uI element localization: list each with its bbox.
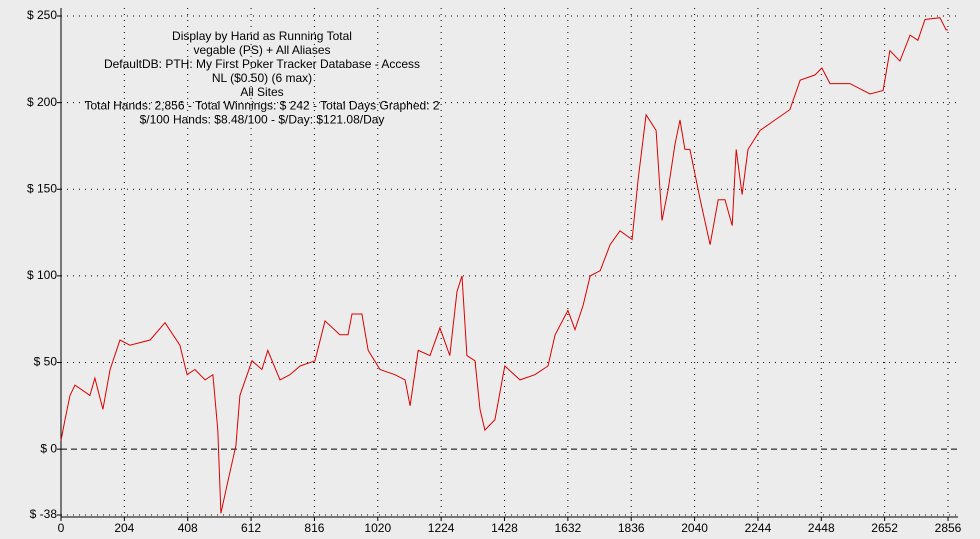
- annotation: DefaultDB: PTH: My First Poker Tracker D…: [104, 57, 420, 71]
- x-tick-label: 1632: [555, 521, 582, 535]
- y-tick-label: $ 50: [34, 355, 58, 369]
- y-tick-label: $ 200: [27, 95, 57, 109]
- x-tick-label: 1224: [428, 521, 455, 535]
- x-tick-label: 2040: [681, 521, 708, 535]
- x-tick-label: 1020: [364, 521, 391, 535]
- x-tick-label: 612: [241, 521, 261, 535]
- annotation: NL ($0.50) (6 max): [212, 71, 312, 85]
- x-tick-label: 0: [58, 521, 65, 535]
- y-tick-label: $ 0: [40, 441, 57, 455]
- annotation: $/100 Hands: $8.48/100 - $/Day: $121.08/…: [140, 113, 385, 127]
- y-tick-label: $ 100: [27, 268, 57, 282]
- y-tick-label: $ 150: [27, 181, 57, 195]
- annotation: All Sites: [240, 85, 283, 99]
- x-tick-label: 2652: [871, 521, 898, 535]
- x-tick-label: 204: [114, 521, 134, 535]
- x-tick-label: 2856: [935, 521, 962, 535]
- annotation: Display by Hand as Running Total: [172, 29, 352, 43]
- annotation: Total Hands: 2,856 - Total Winnings: $ 2…: [84, 99, 439, 113]
- y-tick-label: $ 250: [27, 8, 57, 22]
- x-tick-label: 816: [304, 521, 324, 535]
- x-tick-label: 2244: [745, 521, 772, 535]
- annotation: vegable (PS) + All Aliases: [193, 43, 330, 57]
- x-tick-label: 1836: [618, 521, 645, 535]
- x-tick-label: 408: [178, 521, 198, 535]
- x-tick-label: 2448: [808, 521, 835, 535]
- data-line: [60, 17, 948, 514]
- y-tick-label: $ -38: [30, 507, 58, 521]
- x-tick-label: 1428: [491, 521, 518, 535]
